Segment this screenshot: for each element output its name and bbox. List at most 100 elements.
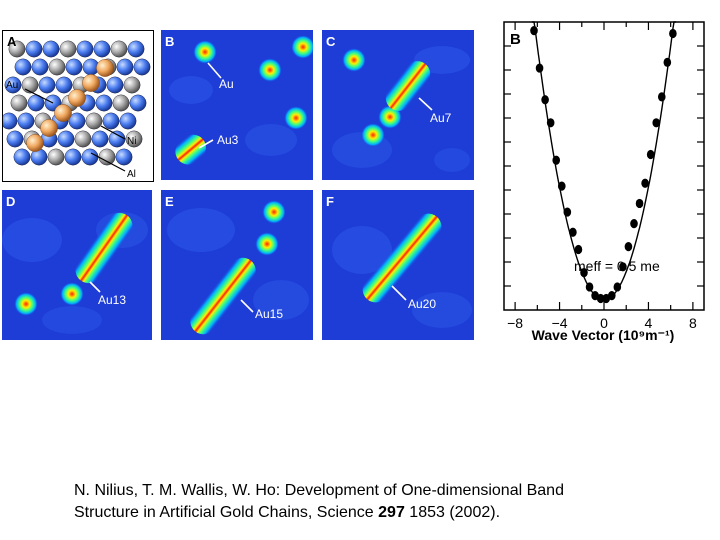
panel-e-label: E xyxy=(165,194,174,209)
stm-image-e: E Au15 xyxy=(161,190,313,340)
ni-atom xyxy=(85,112,103,130)
au-atom-spot xyxy=(60,282,84,306)
al-atom xyxy=(55,76,73,94)
atomic-model-svg: A Au Ni Al xyxy=(3,34,151,180)
au-atom-spot xyxy=(193,40,217,64)
al-atom xyxy=(95,94,113,112)
al-atom xyxy=(31,58,49,76)
au-atom-spot xyxy=(284,106,308,130)
noise-blob xyxy=(169,76,213,104)
data-point xyxy=(624,242,633,252)
panel-d-label: D xyxy=(6,194,15,209)
au3-chain-spot xyxy=(175,134,206,165)
data-point xyxy=(585,282,594,292)
ni-pointer-line xyxy=(100,125,126,140)
al-atom xyxy=(116,58,134,76)
au20-pointer-line xyxy=(391,285,407,301)
x-tick-labels: −8 −4 0 4 8 xyxy=(507,315,697,331)
au-atom-spot xyxy=(14,292,38,316)
noise-blob xyxy=(2,218,62,262)
caption-volume: 297 xyxy=(378,504,405,521)
data-point xyxy=(552,155,561,165)
al-atom xyxy=(133,58,151,76)
legend-ni-label: Ni xyxy=(127,136,136,147)
al-atom xyxy=(14,58,32,76)
al-atom xyxy=(57,130,75,148)
au7-chain-spot xyxy=(385,61,431,111)
stm-image-b: B Au Au3 xyxy=(161,30,313,180)
x-tick-label: −4 xyxy=(552,315,568,331)
ni-atom xyxy=(47,148,65,166)
ni-atom xyxy=(48,58,66,76)
noise-blob xyxy=(434,148,470,172)
au15-chain-spot xyxy=(190,257,256,335)
noise-blob xyxy=(245,124,297,156)
al-atom xyxy=(115,148,133,166)
au-chain xyxy=(26,59,114,152)
legend-al-label: Al xyxy=(127,169,136,180)
al-atom xyxy=(3,112,18,130)
al-atom xyxy=(38,76,56,94)
al-pointer-line xyxy=(90,152,126,172)
data-point xyxy=(563,207,572,217)
al-atom xyxy=(6,130,24,148)
al-atom xyxy=(17,112,35,130)
noise-blob xyxy=(332,226,392,274)
ni-atom xyxy=(98,148,116,166)
data-point xyxy=(569,227,577,237)
data-point xyxy=(630,219,638,229)
au-atom xyxy=(54,104,72,122)
al-atom xyxy=(13,148,31,166)
dispersion-chart-panel: −8 −4 0 4 8 B meff = 0.5 me Wave Vector (10⁹… xyxy=(486,12,720,352)
data-point xyxy=(541,95,549,105)
effective-mass-annotation: meff = 0.5 me xyxy=(574,258,660,274)
x-tick-label: −8 xyxy=(507,315,523,331)
stm-panel-c: C Au7 xyxy=(322,30,474,180)
al-atom xyxy=(65,58,83,76)
data-point xyxy=(607,291,616,301)
panel-b-label: B xyxy=(165,34,174,49)
panel-f-label: F xyxy=(326,194,334,209)
al-atom xyxy=(106,76,124,94)
noise-blob xyxy=(253,280,309,320)
au-atom-spot xyxy=(342,48,366,72)
al-atom xyxy=(91,130,109,148)
au-atom xyxy=(26,134,44,152)
data-point xyxy=(546,118,555,128)
au-atom xyxy=(82,74,100,92)
au3-annotation: Au3 xyxy=(217,133,239,147)
caption-line-2-prefix: Structure in Artificial Gold Chains, Sci… xyxy=(74,504,379,521)
al-atom xyxy=(127,40,145,58)
legend-au-label: Au xyxy=(6,80,18,91)
dispersion-chart: −8 −4 0 4 8 B meff = 0.5 me Wave Vector (10⁹… xyxy=(503,21,705,343)
caption-line-2-suffix: 1853 (2002). xyxy=(404,504,501,521)
data-point xyxy=(619,262,627,272)
ni-atom xyxy=(10,94,28,112)
data-point xyxy=(580,267,588,278)
noise-blob xyxy=(167,208,235,252)
data-point xyxy=(669,28,677,39)
data-point xyxy=(557,181,566,191)
data-point xyxy=(613,282,622,292)
au-atom xyxy=(96,59,114,77)
al-atom xyxy=(42,40,60,58)
panel-a-label: A xyxy=(7,34,17,49)
stm-image-c: C Au7 xyxy=(322,30,474,180)
data-point xyxy=(646,149,655,160)
ni-atom xyxy=(123,76,141,94)
data-point xyxy=(530,26,538,36)
au-pointer-line xyxy=(24,88,54,104)
ni-atom xyxy=(59,40,77,58)
figure-caption: N. Nilius, T. M. Wallis, W. Ho: Developm… xyxy=(74,480,674,524)
au20-annotation: Au20 xyxy=(408,297,436,311)
x-tick-label: 8 xyxy=(689,315,697,331)
stm-image-d: D Au13 xyxy=(2,190,152,340)
stm-image-f: F Au20 xyxy=(322,190,474,340)
au-atom xyxy=(40,119,58,137)
au13-pointer-line xyxy=(89,281,101,293)
x-axis-label: Wave Vector (10⁹m⁻¹) xyxy=(532,327,675,343)
data-point xyxy=(663,57,672,67)
au15-annotation: Au15 xyxy=(255,307,283,321)
au7-annotation: Au7 xyxy=(430,111,452,125)
ni-atom xyxy=(110,40,128,58)
